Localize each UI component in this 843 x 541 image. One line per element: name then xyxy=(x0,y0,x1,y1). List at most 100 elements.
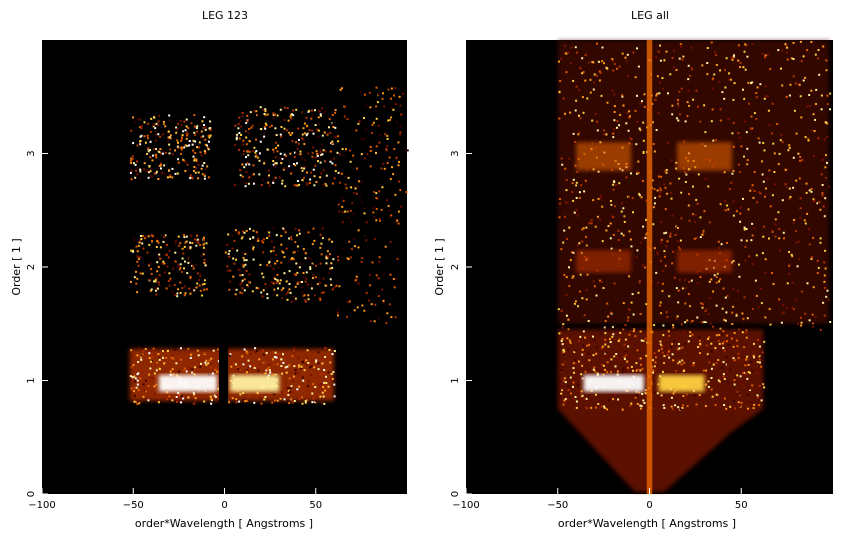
heatmap-cell xyxy=(241,287,244,290)
heatmap-cell xyxy=(723,378,726,380)
heatmap-cell xyxy=(309,266,312,269)
heatmap-cell xyxy=(788,118,791,121)
heatmap-cell xyxy=(792,308,795,311)
heatmap-cell xyxy=(139,143,142,146)
heatmap-cell xyxy=(735,210,738,213)
heatmap-cell xyxy=(394,277,397,280)
heatmap-cell xyxy=(259,140,262,143)
heatmap-cell xyxy=(147,176,150,179)
heatmap-cell xyxy=(755,92,758,94)
heatmap-cell xyxy=(228,255,231,258)
heatmap-cell xyxy=(147,122,150,125)
heatmap-cell xyxy=(651,179,654,182)
heatmap-cell xyxy=(181,134,184,137)
heatmap-cell xyxy=(802,58,805,61)
heatmap-cell xyxy=(692,362,695,364)
heatmap-cell xyxy=(608,83,611,86)
heatmap-cell xyxy=(774,235,777,238)
heatmap-cell xyxy=(659,59,662,62)
heatmap-cell xyxy=(581,348,584,351)
heatmap-cell xyxy=(634,76,637,79)
heatmap-cell xyxy=(657,112,660,114)
heatmap-cell xyxy=(193,368,196,371)
heatmap-cell xyxy=(299,150,302,153)
heatmap-cell xyxy=(708,280,711,283)
heatmap-cell xyxy=(309,374,312,376)
heatmap-cell xyxy=(201,173,204,176)
heatmap-cell xyxy=(146,134,149,137)
heatmap-cell xyxy=(757,191,760,194)
heatmap-cell xyxy=(169,373,172,376)
heatmap-cell xyxy=(812,325,814,328)
heatmap-cell xyxy=(652,359,654,362)
heatmap-cell xyxy=(238,148,241,151)
heatmap-cell xyxy=(186,134,189,137)
heatmap-cell xyxy=(324,284,327,287)
heatmap-cell xyxy=(574,300,577,303)
heatmap-cell xyxy=(170,279,173,282)
heatmap-cell xyxy=(800,324,803,327)
heatmap-cell xyxy=(812,322,814,325)
heatmap-cell xyxy=(306,183,309,186)
heatmap-cell xyxy=(662,370,664,373)
heatmap-cell xyxy=(131,155,134,158)
heatmap-cell xyxy=(818,73,821,76)
heatmap-cell xyxy=(183,146,186,149)
heatmap-cell xyxy=(145,235,148,238)
order-1-core xyxy=(229,374,280,392)
heatmap-cell xyxy=(264,396,267,398)
heatmap-cell xyxy=(189,357,192,359)
heatmap-cell xyxy=(281,182,284,185)
heatmap-cell xyxy=(185,125,188,128)
heatmap-cell xyxy=(636,47,638,50)
heatmap-cell xyxy=(136,291,139,294)
heatmap-cell xyxy=(582,330,585,333)
heatmap-cell xyxy=(373,238,376,240)
heatmap-cell xyxy=(819,241,822,244)
heatmap-cell xyxy=(280,365,283,367)
heatmap-cell xyxy=(341,205,344,208)
heatmap-cell xyxy=(392,108,395,111)
heatmap-cell xyxy=(757,396,759,399)
heatmap-cell xyxy=(338,285,341,288)
heatmap-cell xyxy=(162,350,164,353)
heatmap-cell xyxy=(370,132,373,135)
heatmap-cell xyxy=(279,108,282,111)
heatmap-cell xyxy=(203,400,206,403)
heatmap-cell xyxy=(732,145,735,148)
heatmap-cell xyxy=(726,340,728,343)
heatmap-cell xyxy=(262,353,265,356)
heatmap-cell xyxy=(382,301,385,304)
heatmap-cell xyxy=(585,244,588,247)
heatmap-cell xyxy=(178,133,181,136)
heatmap-cell xyxy=(584,79,587,82)
heatmap-cell xyxy=(166,244,169,246)
heatmap-cell xyxy=(816,259,819,262)
heatmap-cell xyxy=(253,182,255,185)
heatmap-cell xyxy=(681,241,684,244)
heatmap-cell xyxy=(148,357,151,359)
heatmap-cell xyxy=(161,132,164,135)
heatmap-cell xyxy=(202,139,205,141)
heatmap-cell xyxy=(822,45,825,48)
heatmap-cell xyxy=(246,370,248,373)
heatmap-cell xyxy=(155,122,158,125)
heatmap-cell xyxy=(195,158,198,161)
heatmap-cell xyxy=(569,111,572,114)
heatmap-cell xyxy=(574,109,577,112)
heatmap-cell xyxy=(242,230,244,233)
heatmap-cell xyxy=(252,229,255,232)
heatmap-cell xyxy=(321,143,323,146)
heatmap-cell xyxy=(660,220,663,223)
heatmap-cell xyxy=(192,267,195,270)
heatmap-cell xyxy=(270,281,273,284)
heatmap-cell xyxy=(329,278,332,281)
heatmap-cell xyxy=(171,354,174,357)
heatmap-cell xyxy=(758,358,761,361)
heatmap-cell xyxy=(573,211,576,214)
heatmap-cell xyxy=(560,387,563,390)
heatmap-cell xyxy=(180,395,183,398)
heatmap-cell xyxy=(280,243,283,246)
heatmap-cell xyxy=(615,123,618,126)
heatmap-cell xyxy=(753,171,756,173)
